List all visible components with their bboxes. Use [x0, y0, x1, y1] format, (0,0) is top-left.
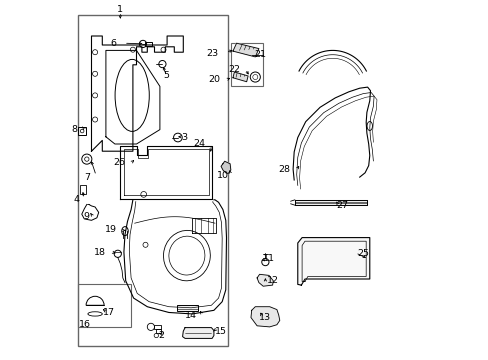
Text: 24: 24 — [193, 139, 205, 148]
Bar — [78, 127, 86, 135]
Text: 7: 7 — [84, 173, 90, 181]
Text: 17: 17 — [103, 308, 115, 317]
Text: 4: 4 — [74, 195, 80, 204]
Text: 27: 27 — [336, 201, 347, 210]
Polygon shape — [250, 307, 279, 327]
Text: 23: 23 — [206, 49, 218, 58]
Text: 16: 16 — [79, 320, 91, 329]
Text: 2: 2 — [158, 331, 163, 340]
Text: 18: 18 — [94, 248, 106, 257]
Bar — [145, 42, 152, 46]
Text: 19: 19 — [104, 225, 117, 234]
Bar — [154, 325, 161, 329]
Bar — [177, 305, 198, 311]
Text: 1: 1 — [117, 5, 123, 14]
Bar — [80, 185, 86, 194]
Text: 12: 12 — [266, 276, 278, 285]
Text: 6: 6 — [110, 39, 117, 48]
Text: 3: 3 — [181, 133, 187, 142]
Text: 21: 21 — [254, 50, 266, 59]
Text: 11: 11 — [263, 254, 275, 263]
Text: 22: 22 — [228, 65, 240, 74]
Text: 25: 25 — [356, 249, 368, 258]
Polygon shape — [257, 274, 273, 286]
Text: 9: 9 — [83, 212, 89, 221]
Text: 15: 15 — [215, 327, 226, 336]
Polygon shape — [221, 161, 230, 174]
Text: 8: 8 — [71, 125, 77, 134]
Bar — [156, 329, 160, 333]
Polygon shape — [182, 328, 213, 338]
Bar — [78, 284, 131, 327]
Bar — [78, 15, 227, 346]
Polygon shape — [297, 238, 369, 285]
Text: 26: 26 — [114, 158, 125, 167]
Text: 28: 28 — [278, 165, 290, 174]
Polygon shape — [232, 72, 247, 82]
Text: 13: 13 — [258, 313, 270, 322]
Text: 5: 5 — [163, 71, 169, 80]
Polygon shape — [232, 43, 258, 57]
Text: 20: 20 — [207, 76, 220, 85]
Bar — [230, 43, 263, 86]
Text: 10: 10 — [217, 171, 229, 180]
Text: 14: 14 — [184, 310, 197, 320]
